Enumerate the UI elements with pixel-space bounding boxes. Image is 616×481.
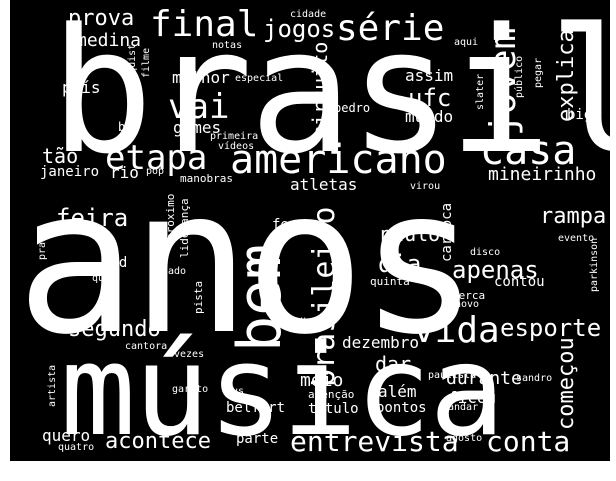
word-fez: fez [272, 217, 298, 233]
word-especial: especial [235, 73, 284, 84]
word-quer: quer [92, 273, 117, 284]
word-atencao: atenção [308, 388, 355, 401]
word-medina: medina [76, 30, 142, 51]
word-brasileiro: brasileiro [307, 206, 342, 387]
word-sandro: sandro [516, 373, 553, 384]
word-parte: parte [236, 431, 279, 447]
word-conta: conta [486, 425, 571, 458]
word-pra: pra [37, 241, 48, 260]
word-virou: virou [410, 181, 441, 192]
word-us: us [232, 386, 245, 397]
word-belfort: belfort [226, 400, 286, 416]
word-pontos: pontos [376, 400, 427, 416]
word-garoto: garoto [172, 384, 209, 395]
word-segundo: segundo [68, 317, 161, 342]
word-proximo: próximo [164, 193, 177, 240]
word-bmx: bmx [485, 403, 496, 422]
word-quatro: quatro [58, 442, 95, 453]
word-mineirinho: mineirinho [488, 164, 597, 185]
word-esporte: esporte [500, 314, 602, 342]
word-agosto: agosto [446, 433, 483, 444]
word-slater: slater [475, 73, 486, 110]
word-jogos: jogos [263, 15, 336, 43]
word-cerca: cerca [452, 289, 486, 302]
word-artista: artista [47, 364, 58, 407]
word-quero: quero [42, 426, 91, 445]
word-big: big [567, 107, 593, 123]
word-apenas: apenas [452, 256, 539, 284]
word-notas: notas [212, 40, 243, 51]
word-dezembro: dezembro [342, 333, 420, 352]
word-comecou: começou [554, 337, 579, 430]
word-red: red [102, 255, 128, 271]
word-assim: assim [405, 66, 454, 85]
word-parkinson: parkinson [589, 237, 600, 292]
word-casa: casa [480, 128, 577, 174]
word-bem: bem [225, 243, 295, 352]
word-quinta: quinta [370, 275, 410, 288]
word-contou: contou [494, 274, 545, 290]
word-pop: pop [146, 166, 165, 177]
word-vai: vai [168, 87, 230, 127]
word-andar: andar [448, 402, 479, 413]
word-pista: pista [192, 280, 205, 314]
word-mundo: mundo [405, 107, 454, 126]
word-americano: americano [230, 137, 447, 183]
word-bob: bob [118, 120, 140, 134]
word-pedro: pedro [334, 101, 371, 115]
word-aqui: aqui [454, 37, 479, 48]
word-feira: feira [56, 204, 129, 232]
word-rampa: rampa [540, 204, 607, 229]
word-lideranca: liderança [178, 198, 191, 258]
word-paulista: paulista [428, 370, 477, 381]
word-atletas: atletas [290, 175, 358, 194]
word-brasil: brasil [50, 0, 616, 192]
word-alem: além [378, 382, 417, 401]
word-vou: vou [288, 315, 307, 326]
word-burnquist: burnquist [127, 43, 138, 98]
word-pegar: pegar [533, 57, 544, 88]
word-disco: disco [470, 247, 501, 258]
word-circuito: circuito [308, 41, 332, 138]
word-cantora: cantora [125, 341, 168, 352]
word-tao: tão [42, 144, 79, 168]
word-games: games [173, 118, 222, 137]
word-vezes: vezes [174, 349, 205, 360]
word-meio: meio [300, 370, 344, 391]
word-fase: fase [402, 56, 427, 67]
word-paulo: paulo [380, 222, 441, 246]
word-musica: música [60, 317, 505, 464]
word-ufc: ufc [408, 84, 452, 112]
word-dar: dar [375, 352, 412, 376]
word-evento: evento [558, 233, 595, 244]
cloud-background [10, 0, 610, 461]
word-acontece: acontece [105, 429, 211, 454]
word-filme: filme [141, 47, 152, 78]
word-durante: durante [446, 368, 522, 389]
word-etapa: etapa [105, 138, 208, 178]
word-manobras: manobras [180, 172, 233, 185]
word-anos: anos [16, 146, 480, 379]
word-carioca: carioca [439, 202, 455, 262]
word-cidade: cidade [290, 9, 327, 20]
word-janeiro: janeiro [40, 164, 100, 180]
word-melhor: melhor [172, 68, 230, 87]
word-serie: série [336, 8, 445, 49]
word-publico: público [514, 55, 525, 98]
word-lado: lado [162, 266, 187, 277]
word-titulo: título [308, 401, 359, 417]
word-primeira: primeira [210, 131, 259, 142]
word-entrevista: entrevista [290, 425, 459, 458]
word-dia: dia [378, 250, 422, 278]
word-ficou: ficou [448, 388, 497, 407]
word-rio: rio [110, 163, 139, 182]
word-videos: vídeos [218, 141, 255, 152]
word-vida: vida [413, 310, 500, 351]
word-prova: prova [68, 6, 135, 31]
word-final: final [150, 4, 259, 45]
word-novo: novo [455, 299, 480, 310]
word-pais: país [62, 78, 101, 97]
